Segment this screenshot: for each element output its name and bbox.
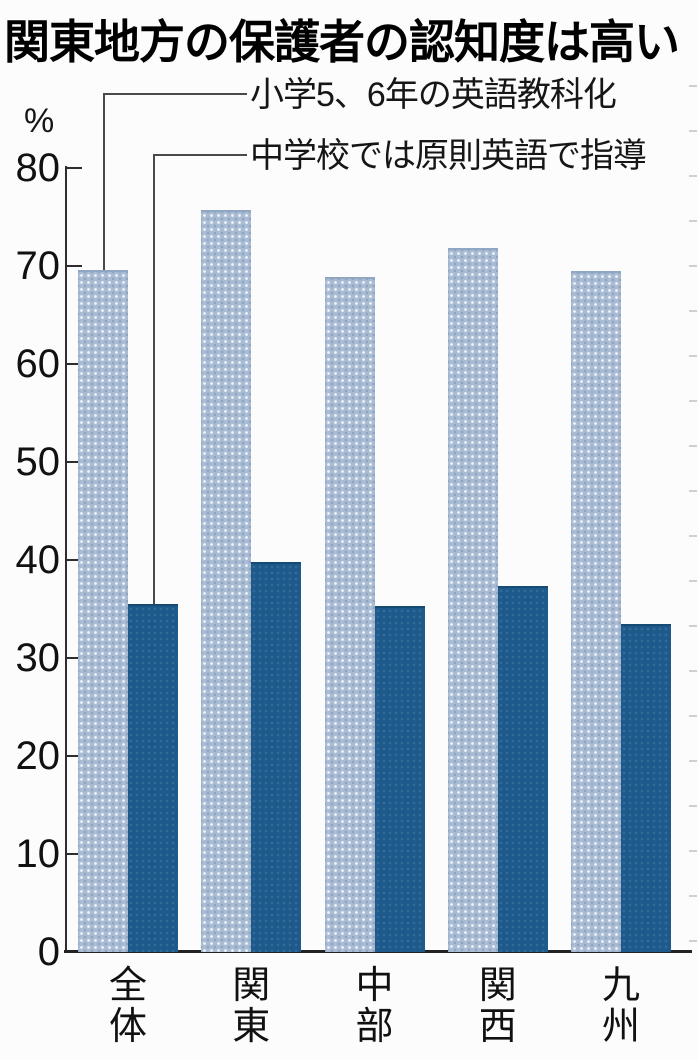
right-edge-tick-mark	[689, 130, 697, 132]
y-axis-tick-label: 20	[15, 734, 61, 778]
right-edge-tick-mark	[689, 265, 697, 267]
bar-series2-4	[497, 586, 548, 952]
bar-series2-5	[621, 623, 671, 952]
y-axis-tick-label: 10	[15, 832, 61, 876]
right-edge-tick-mark	[689, 400, 697, 402]
legend-leader-line-1-horizontal	[103, 93, 247, 95]
legend-label-elementary-english: 小学5、6年の英語教科化	[250, 76, 617, 114]
right-edge-tick-mark	[689, 535, 697, 537]
category-label-char: 東	[232, 1006, 271, 1048]
y-axis-tick	[66, 167, 82, 169]
right-edge-tick-mark	[689, 175, 697, 177]
right-edge-tick-mark	[689, 490, 697, 492]
y-axis-tick	[66, 363, 82, 365]
category-label: 全体	[104, 966, 152, 1048]
legend-label-junior-high-english: 中学校では原則英語で指導	[250, 137, 647, 175]
category-label-char: 西	[478, 1006, 517, 1048]
category-label: 関東	[227, 966, 275, 1048]
bar-series1-4	[447, 248, 498, 952]
y-axis-tick	[66, 755, 82, 757]
y-axis-tick	[66, 559, 82, 561]
y-axis-tick	[66, 657, 82, 659]
category-label-char: 関	[478, 965, 517, 1007]
bar-series1-2	[201, 210, 252, 952]
bar-series1-1	[78, 269, 128, 952]
y-axis-tick-label: 50	[15, 440, 61, 484]
right-edge-tick-mark	[689, 715, 697, 717]
category-label-char: 全	[108, 965, 147, 1007]
right-edge-tick-mark	[689, 580, 697, 582]
y-axis-tick-label: 80	[15, 146, 61, 190]
y-axis-tick	[66, 265, 82, 267]
right-edge-tick-mark	[689, 895, 697, 897]
right-edge-tick-mark	[689, 625, 697, 627]
category-label-char: 中	[355, 965, 394, 1007]
bar-series2-2	[251, 561, 302, 952]
y-axis-tick	[66, 853, 82, 855]
category-label-char: 九	[601, 965, 640, 1007]
right-edge-tick-mark	[689, 355, 697, 357]
bar-series2-3	[374, 606, 425, 952]
category-label: 関西	[474, 966, 522, 1048]
category-label-char: 関	[232, 965, 271, 1007]
category-label-char: 州	[601, 1006, 640, 1048]
y-axis-tick-label: 30	[15, 636, 61, 680]
y-axis-tick-label: 0	[37, 930, 60, 974]
bar-series2-1	[128, 604, 178, 952]
category-label-char: 体	[108, 1006, 147, 1048]
right-edge-tick-mark	[689, 310, 697, 312]
y-axis-tick-label: 70	[15, 244, 61, 288]
category-label: 九州	[597, 966, 645, 1048]
right-edge-tick-mark	[689, 850, 697, 852]
right-edge-tick-mark	[689, 940, 697, 942]
chart-title: 関東地方の保護者の認知度は高い	[4, 16, 680, 68]
y-axis-tick-label: 60	[15, 342, 61, 386]
bar-series1-5	[571, 270, 621, 952]
right-edge-tick-mark	[689, 220, 697, 222]
y-axis-tick-label: 40	[15, 538, 61, 582]
category-label-char: 部	[355, 1006, 394, 1048]
right-edge-tick-mark	[689, 85, 697, 87]
right-edge-tick-mark	[689, 445, 697, 447]
category-label: 中部	[351, 966, 399, 1048]
right-edge-tick-mark	[689, 805, 697, 807]
right-edge-tick-mark	[689, 670, 697, 672]
bar-series1-3	[324, 276, 375, 952]
y-axis-tick	[66, 461, 82, 463]
legend-leader-line-1-vertical	[103, 93, 105, 270]
right-edge-tick-mark	[689, 760, 697, 762]
y-axis-unit-label: %	[24, 102, 55, 140]
legend-leader-line-2-vertical	[153, 154, 155, 605]
legend-leader-line-2-horizontal	[153, 154, 247, 156]
